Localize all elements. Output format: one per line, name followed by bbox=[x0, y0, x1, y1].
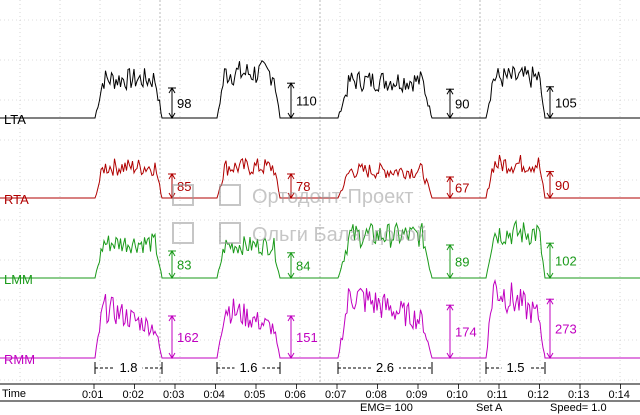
status-emg: EMG= 100 bbox=[360, 402, 413, 414]
time-tick: 0:02 bbox=[123, 389, 144, 401]
trace-rmm bbox=[0, 278, 640, 359]
time-tick: 0:01 bbox=[82, 389, 103, 401]
time-tick: 0:06 bbox=[285, 389, 306, 401]
amplitude-value-lta-1: 98 bbox=[177, 96, 191, 111]
amplitude-value-lta-2: 110 bbox=[296, 94, 317, 109]
amplitude-value-lta-4: 105 bbox=[555, 95, 577, 110]
time-tick: 0:04 bbox=[204, 389, 225, 401]
watermark-line1: Ортодонт-Проект bbox=[252, 186, 413, 208]
watermark: Ортодонт-Проект Ольги Баландовой bbox=[172, 184, 427, 246]
trace-rta bbox=[0, 154, 640, 199]
duration-label-4: 1.5 bbox=[506, 360, 524, 375]
time-tick: 0:10 bbox=[447, 389, 468, 401]
amplitude-value-rmm-3: 174 bbox=[455, 325, 477, 340]
channel-label-rta: RTA bbox=[4, 192, 29, 207]
status-set: Set A bbox=[476, 402, 503, 414]
amplitude-value-rmm-2: 151 bbox=[296, 330, 318, 345]
amplitude-value-rmm-1: 162 bbox=[177, 330, 199, 345]
time-tick: 0:07 bbox=[325, 389, 346, 401]
amplitude-value-lmm-1: 83 bbox=[177, 258, 191, 273]
time-tick: 0:13 bbox=[568, 389, 589, 401]
amplitude-value-rta-3: 67 bbox=[455, 181, 469, 196]
channel-label-lta: LTA bbox=[4, 112, 26, 127]
amplitude-value-rta-2: 78 bbox=[296, 179, 310, 194]
amplitude-value-rta-4: 90 bbox=[555, 178, 569, 193]
time-tick: 0:03 bbox=[163, 389, 184, 401]
dotted-grid bbox=[0, 0, 640, 384]
amplitude-value-lta-3: 90 bbox=[455, 97, 469, 112]
amplitude-value-lmm-2: 84 bbox=[296, 258, 310, 273]
time-tick: 0:09 bbox=[406, 389, 427, 401]
time-axis: 0:01 0:02 0:03 0:04 0:05 0:06 0:07 0:08 0:09 0:10… bbox=[82, 384, 630, 401]
amplitude-value-lmm-4: 102 bbox=[555, 254, 577, 269]
time-tick: 0:12 bbox=[528, 389, 549, 401]
duration-label-1: 1.8 bbox=[119, 360, 137, 375]
time-tick: 0:08 bbox=[366, 389, 387, 401]
amplitude-value-rmm-4: 273 bbox=[555, 322, 577, 337]
channel-label-lmm: LMM bbox=[4, 272, 33, 287]
duration-label-2: 1.6 bbox=[239, 360, 257, 375]
watermark-line2: Ольги Баландовой bbox=[252, 224, 427, 246]
time-tick: 0:11 bbox=[487, 389, 508, 401]
channel-label-rmm: RMM bbox=[4, 352, 35, 367]
time-tick: 0:14 bbox=[609, 389, 630, 401]
amplitude-value-lmm-3: 89 bbox=[455, 255, 469, 270]
trace-lmm bbox=[0, 219, 640, 279]
duration-label-3: 2.6 bbox=[376, 360, 394, 375]
time-tick: 0:05 bbox=[244, 389, 265, 401]
emg-traces bbox=[0, 60, 640, 359]
trace-lta bbox=[0, 60, 640, 119]
time-axis-label: Time bbox=[2, 388, 26, 400]
amplitude-annotations: 98 110 90 105 85 78 67 90 83 84 89 102 162 151 174 273 1… bbox=[94, 82, 577, 375]
amplitude-value-rta-1: 85 bbox=[177, 179, 191, 194]
status-speed: Speed= 1.0 bbox=[550, 402, 607, 414]
